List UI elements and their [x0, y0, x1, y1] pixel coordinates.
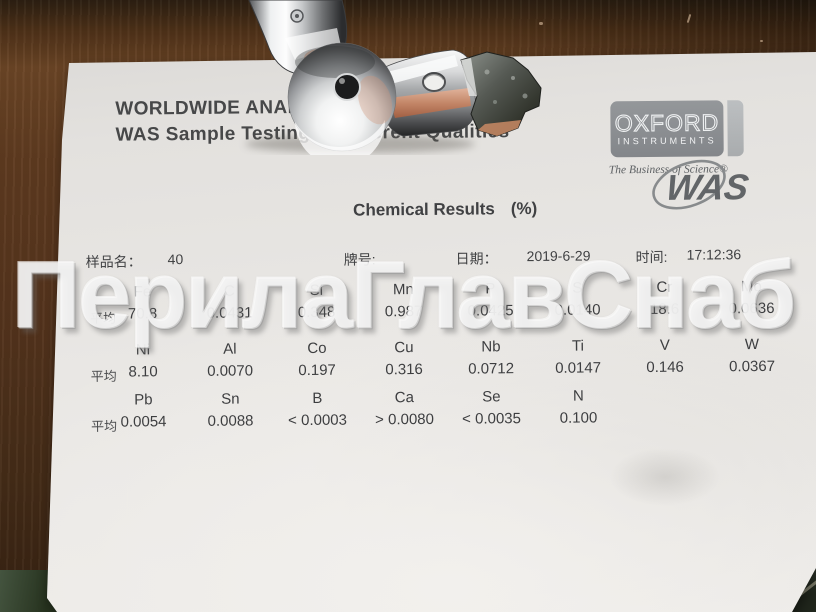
- element-value: 0.0070: [207, 362, 254, 380]
- report-title-unit: (%): [510, 198, 538, 219]
- ball-hole-icon: [333, 73, 361, 101]
- oxford-logo-subtext: INSTRUMENTS: [617, 135, 717, 147]
- element-cell: B < 0.0003: [274, 390, 361, 430]
- report-title: Chemical Results (%): [320, 199, 570, 221]
- was-logo-icon: WAS: [652, 159, 751, 210]
- element-value: < 0.0003: [288, 411, 348, 430]
- oxford-logo-text: OXFORD: [614, 109, 720, 137]
- paper-smudge: [610, 448, 720, 506]
- element-value: > 0.0080: [375, 410, 435, 429]
- watermark: ПерилаГлавСнаб: [12, 242, 797, 349]
- report-title-text: Chemical Results: [353, 199, 495, 220]
- element-value: 8.10: [128, 363, 158, 381]
- element-value: < 0.0035: [462, 410, 522, 428]
- was-logo-text: WAS: [664, 166, 751, 208]
- element-symbol: Pb: [134, 391, 153, 409]
- results-row-3: Pb 0.0054 Sn 0.0088 B < 0.0003 Ca > 0.0080 Se < 0…: [100, 386, 796, 431]
- element-value: 0.197: [298, 361, 336, 380]
- oxford-logo-bar: [727, 100, 744, 157]
- element-cell: Se < 0.0035: [448, 388, 535, 428]
- copper-reflection: [357, 75, 393, 125]
- copper-reflection: [389, 88, 471, 118]
- element-value: 0.0088: [207, 412, 254, 430]
- wood-scratch: [539, 22, 543, 25]
- element-symbol: B: [312, 389, 323, 407]
- element-cell: Sn 0.0088: [187, 390, 274, 430]
- copper-reflection: [478, 120, 521, 136]
- element-symbol: Se: [482, 388, 501, 406]
- wood-scratch: [760, 40, 763, 42]
- element-value: 0.100: [559, 409, 598, 427]
- element-cell: Ca > 0.0080: [361, 389, 448, 429]
- element-value: 0.316: [385, 360, 423, 379]
- oxford-instruments-logo: OXFORD INSTRUMENTS: [610, 100, 724, 158]
- element-cell: Pb 0.0054: [100, 391, 187, 431]
- metal-sample-part: [245, 0, 542, 155]
- element-cell: N 0.100: [535, 387, 622, 427]
- element-value: 0.0054: [120, 413, 167, 431]
- element-value: 0.0367: [729, 357, 776, 376]
- element-symbol: N: [572, 387, 584, 405]
- element-value: 0.0712: [468, 360, 515, 378]
- element-symbol: Sn: [221, 390, 240, 408]
- element-value: 0.0147: [555, 359, 602, 377]
- element-symbol: Ca: [394, 389, 415, 407]
- torn-metal-fragment: [460, 51, 542, 137]
- element-value: 0.146: [646, 358, 684, 377]
